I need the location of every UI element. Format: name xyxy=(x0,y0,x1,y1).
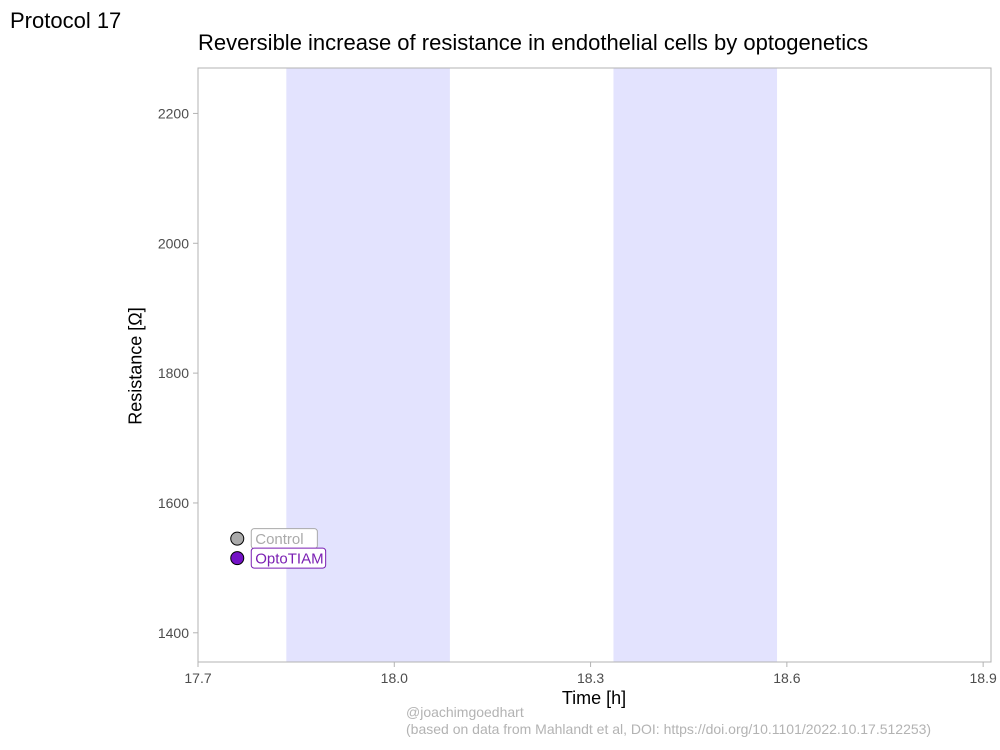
light-period-band xyxy=(613,68,778,662)
chart-title: Reversible increase of resistance in end… xyxy=(198,30,869,55)
y-tick-label: 1800 xyxy=(158,365,189,381)
credit-handle: @joachimgoedhart xyxy=(406,704,524,720)
x-tick-label: 18.6 xyxy=(773,670,800,686)
x-tick-label: 18.9 xyxy=(970,670,997,686)
y-tick-label: 1400 xyxy=(158,625,189,641)
series-label-box-optotiam xyxy=(250,547,327,569)
x-axis-label: Time [h] xyxy=(561,688,627,708)
x-axis: 17.7 18.0 18.3 18.6 18.9 xyxy=(184,662,997,686)
y-tick-label: 2200 xyxy=(158,105,189,121)
credit-source: (based on data from Mahlandt et al, DOI:… xyxy=(406,721,932,737)
y-tick-label: 2000 xyxy=(158,235,189,251)
protocol-label: Protocol 17 xyxy=(10,8,122,33)
y-tick-label: 1600 xyxy=(158,495,189,511)
series-group: Control OptoTIAM xyxy=(230,528,327,569)
x-tick-label: 17.7 xyxy=(184,670,211,686)
x-tick-label: 18.0 xyxy=(381,670,408,686)
point-control xyxy=(230,531,245,546)
light-periods xyxy=(286,68,778,662)
plot-panel xyxy=(197,67,992,663)
light-period-band xyxy=(286,68,450,662)
series-label-control: Control xyxy=(255,531,303,548)
y-axis: 1400 1600 1800 2000 2200 xyxy=(158,105,198,641)
x-tick-label: 18.3 xyxy=(577,670,604,686)
credit-text: @joachimgoedhart (based on data from Mah… xyxy=(406,704,931,738)
series-label-optotiam: OptoTIAM xyxy=(255,551,323,568)
point-optotiam xyxy=(230,551,245,566)
